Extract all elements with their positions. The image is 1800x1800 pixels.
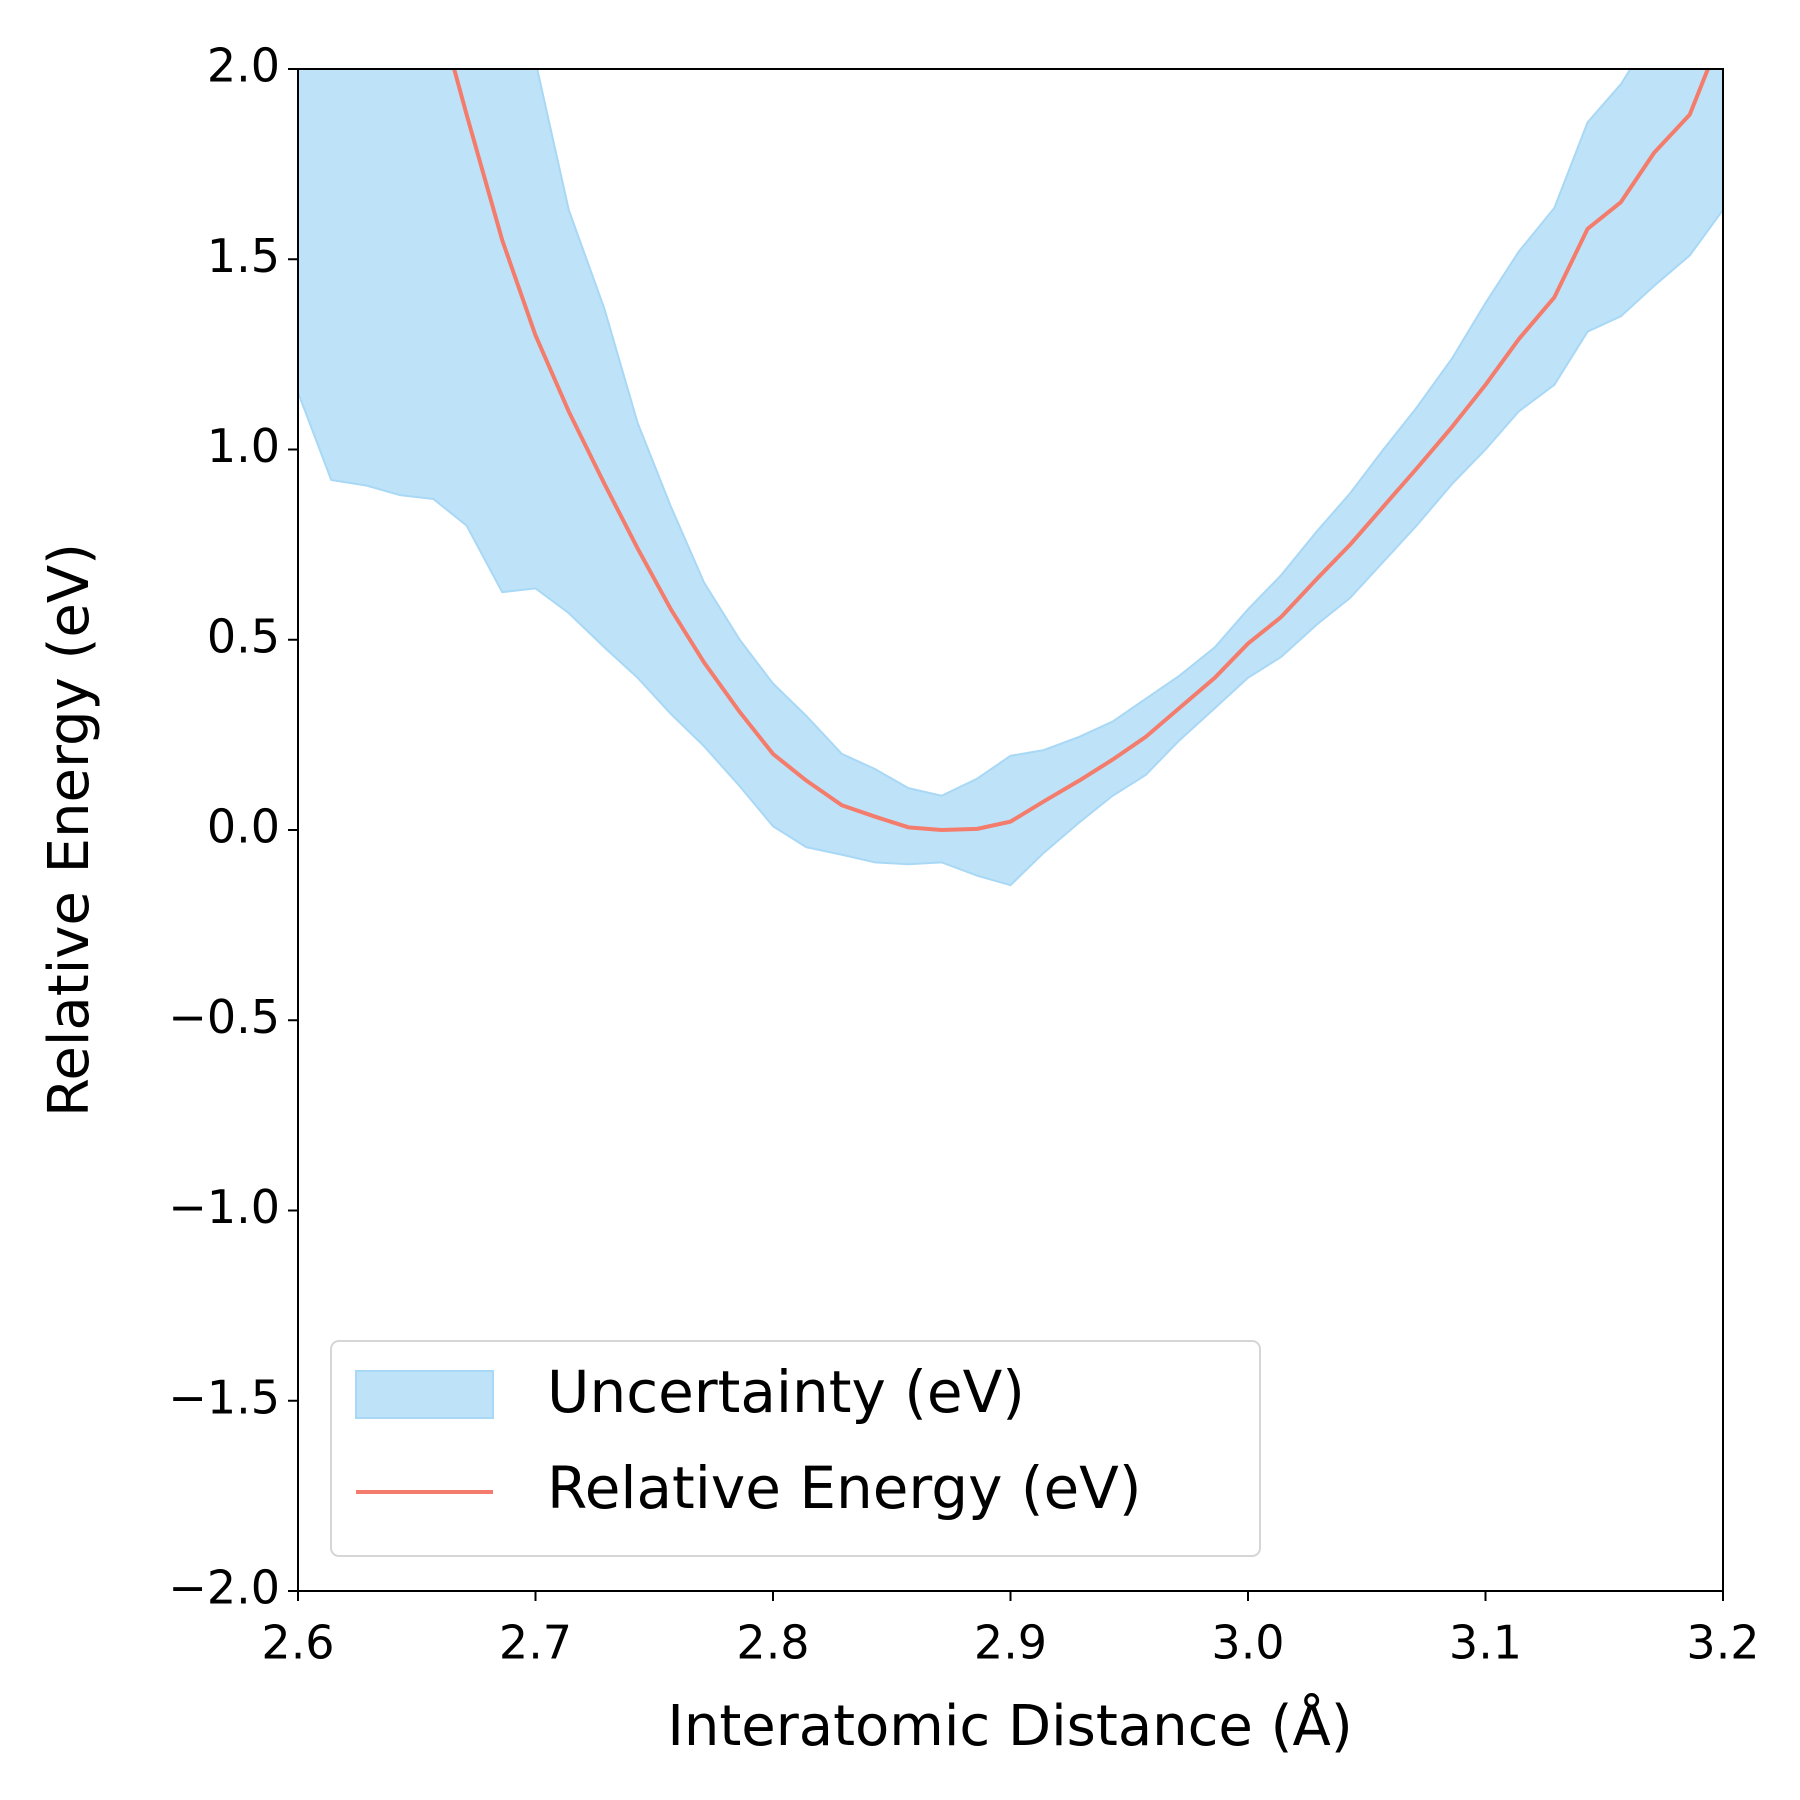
y-tick-label: −1.5	[168, 1370, 280, 1424]
uncertainty-band	[298, 69, 1723, 887]
y-tick-label: −1.0	[168, 1180, 280, 1234]
y-tick-label: 2.0	[207, 39, 280, 93]
y-tick-label: 0.5	[207, 609, 280, 663]
legend-swatch	[355, 1370, 494, 1419]
x-tick-label: 2.6	[261, 1616, 334, 1670]
y-tick-label: −2.0	[168, 1561, 280, 1615]
x-tick-label: 2.9	[974, 1616, 1047, 1670]
legend-label: Relative Energy (eV)	[547, 1454, 1141, 1522]
legend-frame	[330, 1340, 1261, 1557]
x-tick-label: 3.0	[1211, 1616, 1284, 1670]
y-tick-label: 1.0	[207, 419, 280, 473]
plot-area	[298, 69, 1723, 887]
y-axis-label: Relative Energy (eV)	[37, 543, 102, 1117]
x-tick-label: 3.2	[1686, 1616, 1759, 1670]
legend-label: Uncertainty (eV)	[547, 1358, 1025, 1426]
y-tick-label: −0.5	[168, 990, 280, 1044]
x-tick-label: 2.8	[736, 1616, 809, 1670]
x-axis-label: Interatomic Distance (Å)	[667, 1693, 1352, 1759]
energy-line	[452, 69, 1711, 832]
y-tick-label: 1.5	[207, 229, 280, 283]
x-tick-label: 2.7	[499, 1616, 572, 1670]
legend: Uncertainty (eV) Relative Energy (eV)	[330, 1340, 1261, 1557]
y-tick-label: 0.0	[207, 800, 280, 854]
x-tick-label: 3.1	[1449, 1616, 1522, 1670]
